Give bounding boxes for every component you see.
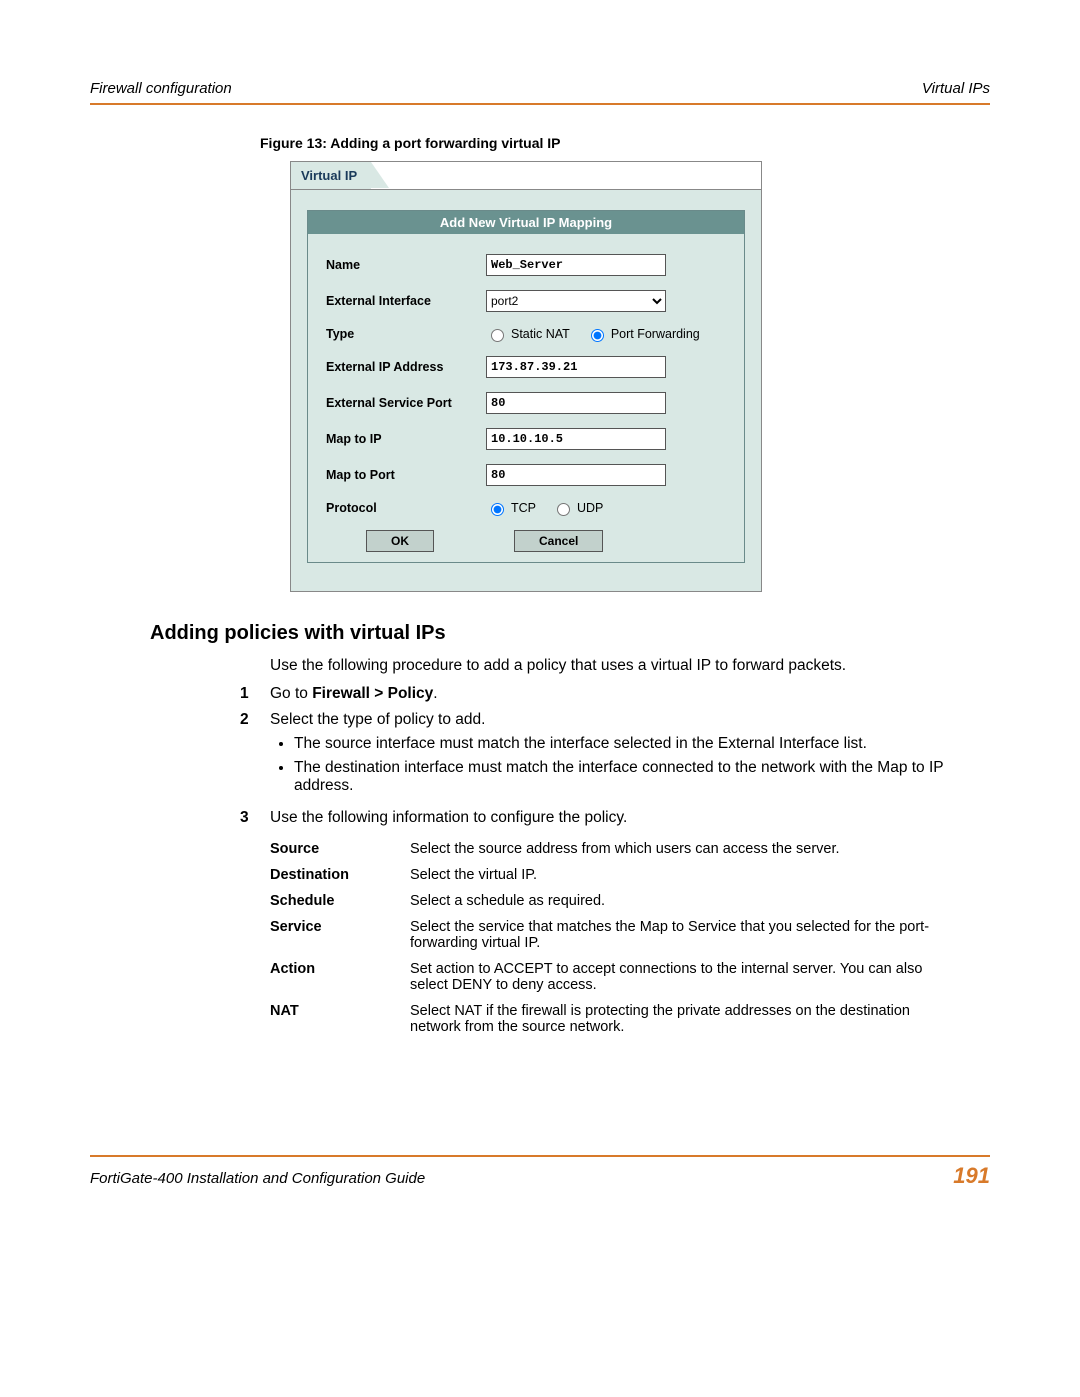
steps-list: 1 Go to Firewall > Policy. 2 Select the … xyxy=(240,685,990,827)
config-key: Source xyxy=(270,841,410,857)
ok-button[interactable]: OK xyxy=(366,530,434,552)
map-port-field[interactable] xyxy=(486,464,666,486)
protocol-udp-radio[interactable] xyxy=(557,503,570,516)
ext-port-label: External Service Port xyxy=(326,396,486,410)
header-left: Firewall configuration xyxy=(90,80,232,97)
header-right: Virtual IPs xyxy=(922,80,990,97)
config-value: Select the source address from which use… xyxy=(410,841,990,857)
intro-text: Use the following procedure to add a pol… xyxy=(270,657,990,675)
type-static-nat-radio[interactable] xyxy=(491,329,504,342)
protocol-label: Protocol xyxy=(326,501,486,515)
virtual-ip-dialog: Virtual IP Add New Virtual IP Mapping Na… xyxy=(290,161,762,592)
name-field[interactable] xyxy=(486,254,666,276)
type-label: Type xyxy=(326,327,486,341)
ext-interface-select[interactable]: port2 xyxy=(486,290,666,312)
config-value: Set action to ACCEPT to accept connectio… xyxy=(410,961,990,993)
map-port-label: Map to Port xyxy=(326,468,486,482)
ext-ip-field[interactable] xyxy=(486,356,666,378)
figure-caption: Figure 13: Adding a port forwarding virt… xyxy=(260,135,990,151)
config-key: Schedule xyxy=(270,893,410,909)
bullet-item: The destination interface must match the… xyxy=(294,759,990,795)
config-key: Action xyxy=(270,961,410,993)
map-ip-field[interactable] xyxy=(486,428,666,450)
name-label: Name xyxy=(326,258,486,272)
step-content: Go to Firewall > Policy. xyxy=(270,685,990,703)
type-port-forwarding-label: Port Forwarding xyxy=(611,327,700,341)
page-footer: FortiGate-400 Installation and Configura… xyxy=(90,1155,990,1189)
config-key: NAT xyxy=(270,1003,410,1035)
config-key: Destination xyxy=(270,867,410,883)
section-heading: Adding policies with virtual IPs xyxy=(150,622,990,645)
page-number: 191 xyxy=(953,1163,990,1189)
step-content: Select the type of policy to add. The so… xyxy=(270,711,990,801)
protocol-tcp-radio[interactable] xyxy=(491,503,504,516)
step-content: Use the following information to configu… xyxy=(270,809,990,827)
type-port-forwarding-radio[interactable] xyxy=(591,329,604,342)
config-value: Select NAT if the firewall is protecting… xyxy=(410,1003,990,1035)
bullet-item: The source interface must match the inte… xyxy=(294,735,990,753)
ext-ip-label: External IP Address xyxy=(326,360,486,374)
step-number: 3 xyxy=(240,809,270,827)
mapping-panel: Add New Virtual IP Mapping Name External… xyxy=(307,210,745,563)
config-value: Select the virtual IP. xyxy=(410,867,990,883)
cancel-button[interactable]: Cancel xyxy=(514,530,603,552)
step-number: 2 xyxy=(240,711,270,801)
type-static-nat-label: Static NAT xyxy=(511,327,570,341)
map-ip-label: Map to IP xyxy=(326,432,486,446)
config-table: SourceSelect the source address from whi… xyxy=(270,841,990,1035)
footer-title: FortiGate-400 Installation and Configura… xyxy=(90,1170,425,1187)
step-number: 1 xyxy=(240,685,270,703)
config-key: Service xyxy=(270,919,410,951)
ext-interface-label: External Interface xyxy=(326,294,486,308)
ext-port-field[interactable] xyxy=(486,392,666,414)
tab-virtual-ip[interactable]: Virtual IP xyxy=(291,162,371,190)
config-value: Select the service that matches the Map … xyxy=(410,919,990,951)
tab-label-text: Virtual IP xyxy=(301,168,357,183)
config-value: Select a schedule as required. xyxy=(410,893,990,909)
protocol-tcp-label: TCP xyxy=(511,501,536,515)
page-header: Firewall configuration Virtual IPs xyxy=(90,80,990,105)
panel-title: Add New Virtual IP Mapping xyxy=(308,211,744,234)
protocol-udp-label: UDP xyxy=(577,501,603,515)
